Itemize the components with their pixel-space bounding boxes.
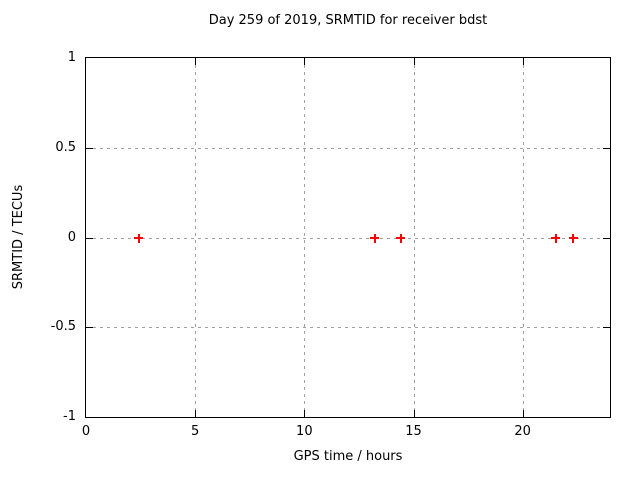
- x-tick-mark: [522, 410, 524, 417]
- data-point-marker: [134, 233, 144, 243]
- horizontal-gridline: [86, 327, 610, 329]
- y-tick-mark: [603, 237, 610, 239]
- x-tick-mark: [195, 410, 197, 417]
- data-point-stroke: [572, 233, 575, 243]
- plot-area: [85, 57, 611, 418]
- x-tick-label: 15: [405, 424, 422, 439]
- y-tick-label: -0.5: [50, 319, 76, 335]
- y-tick-label: 1: [67, 50, 76, 65]
- horizontal-gridline: [86, 147, 610, 149]
- x-tick-mark: [304, 58, 306, 65]
- x-tick-mark: [413, 410, 415, 417]
- y-tick-mark: [86, 237, 93, 239]
- y-tick-mark: [603, 327, 610, 329]
- chart-title: Day 259 of 2019, SRMTID for receiver bds…: [208, 13, 488, 28]
- x-tick-label: 5: [191, 424, 200, 439]
- x-tick-label: 10: [296, 424, 313, 439]
- y-tick-mark: [86, 327, 93, 329]
- y-tick-label: 0.5: [55, 139, 76, 155]
- data-point-stroke: [399, 233, 402, 243]
- data-point-marker: [396, 233, 406, 243]
- data-point-stroke: [373, 233, 376, 243]
- y-tick-label: -1: [63, 409, 76, 424]
- x-tick-label: 20: [514, 424, 531, 439]
- y-tick-mark: [603, 147, 610, 149]
- data-point-stroke: [554, 233, 557, 243]
- x-tick-mark: [195, 58, 197, 65]
- x-tick-label: 0: [81, 424, 91, 439]
- x-tick-mark: [304, 410, 306, 417]
- x-tick-mark: [413, 58, 415, 65]
- y-tick-label: 0: [67, 229, 76, 245]
- x-axis-label: GPS time / hours: [293, 449, 403, 464]
- data-point-marker: [370, 233, 380, 243]
- y-tick-mark: [86, 147, 93, 149]
- data-point-stroke: [137, 233, 140, 243]
- x-tick-mark: [522, 58, 524, 65]
- horizontal-gridline: [86, 237, 610, 239]
- data-point-marker: [568, 233, 578, 243]
- data-point-marker: [551, 233, 561, 243]
